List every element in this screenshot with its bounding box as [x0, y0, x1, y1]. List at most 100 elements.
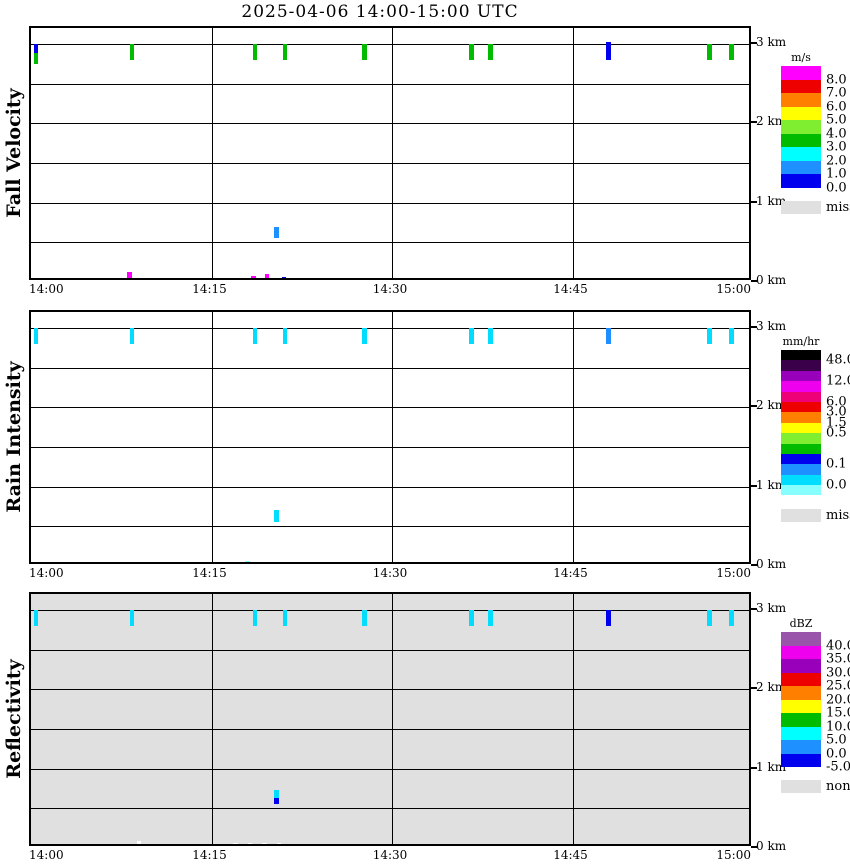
- data-cell: [362, 43, 367, 60]
- colorbar-unit-label: mm/hr: [782, 335, 820, 348]
- colorbar-tick-label: 0.5: [826, 425, 847, 441]
- colorbar-swatch: [781, 713, 821, 727]
- y-tick-mark: [751, 767, 757, 769]
- y-tick-label: 2 km: [756, 398, 787, 413]
- colorbar-swatch: [781, 106, 821, 120]
- y-tick-label: 0 km: [756, 557, 787, 571]
- data-cell: [606, 609, 611, 626]
- colorbar-swatch: [781, 381, 821, 392]
- data-cell: [469, 609, 474, 626]
- plot-background: [31, 312, 749, 562]
- data-cell: [33, 609, 38, 626]
- colorbar-swatch: [781, 464, 821, 475]
- data-cell: [291, 844, 295, 846]
- data-cell: [252, 327, 257, 344]
- colorbar-swatch: [781, 412, 821, 423]
- y-tick-mark: [751, 564, 757, 566]
- data-cell: [469, 43, 474, 60]
- axis-label-reflectivity: Reflectivity: [2, 592, 26, 846]
- gridline-horizontal: [31, 729, 749, 730]
- data-cell: [274, 797, 279, 804]
- x-tick-label: 14:30: [372, 566, 408, 580]
- colorbar-tick-label: 25.0: [826, 678, 850, 694]
- data-cell: [33, 53, 38, 64]
- gridline-horizontal: [31, 328, 749, 329]
- data-cell: [707, 43, 712, 60]
- gridline-vertical: [212, 312, 213, 562]
- colorbar-tick-label: 0.0: [826, 180, 847, 195]
- data-cell: [362, 609, 367, 626]
- data-cell: [729, 609, 734, 626]
- data-cell: [466, 279, 470, 280]
- data-cell: [306, 844, 310, 846]
- data-cell: [33, 327, 38, 344]
- colorbar-swatches: [781, 350, 821, 496]
- data-cell: [274, 563, 278, 564]
- x-tick-label: 14:00: [29, 566, 64, 580]
- axis-label-rain-intensity: Rain Intensity: [2, 310, 26, 564]
- gridline-horizontal: [31, 487, 749, 488]
- colorbar-miss-label: miss: [826, 507, 850, 523]
- y-tick-mark: [751, 121, 757, 123]
- colorbar-swatch: [781, 740, 821, 754]
- colorbar-tick-label: 5.0: [826, 732, 847, 748]
- colorbar-tick-label: 12.0: [826, 373, 850, 389]
- x-tick-label: 14:00: [29, 282, 64, 296]
- x-tick-label: 14:00: [29, 848, 64, 862]
- x-tick-label: 14:45: [553, 282, 588, 296]
- data-cell: [127, 272, 132, 278]
- data-cell: [729, 43, 734, 60]
- colorbar-tick-label: 1.5: [826, 415, 847, 431]
- data-cell: [729, 327, 734, 344]
- colorbar-swatch: [781, 133, 821, 147]
- gridline-horizontal: [31, 44, 749, 45]
- gridline-vertical: [212, 594, 213, 844]
- data-cell: [281, 277, 286, 278]
- data-cell: [260, 562, 264, 564]
- colorbar-tick-label: 4.0: [826, 126, 847, 141]
- colorbar-tick-label: 40.0: [826, 638, 850, 653]
- panel-reflectivity: Reflectivity: [3, 592, 751, 846]
- data-cell: [264, 274, 270, 278]
- x-tick-label: 15:00: [716, 282, 751, 296]
- colorbar-swatch: [781, 350, 821, 361]
- data-cell: [274, 227, 279, 239]
- data-cell: [247, 843, 253, 844]
- colorbar-swatch: [781, 360, 821, 371]
- y-tick-mark: [751, 280, 757, 282]
- gridline-vertical: [392, 594, 393, 844]
- x-tick-label: 14:30: [372, 282, 408, 296]
- plot-area-fall-velocity: [29, 26, 751, 280]
- y-tick-mark: [751, 326, 757, 328]
- colorbar-swatch: [781, 79, 821, 93]
- colorbar-unit-label: m/s: [791, 51, 811, 64]
- data-cell: [488, 327, 493, 344]
- colorbar-swatch: [781, 753, 821, 767]
- data-cell: [488, 43, 493, 60]
- data-cell: [366, 844, 370, 846]
- colorbar-tick-label: 20.0: [826, 692, 850, 707]
- gridline-horizontal: [31, 123, 749, 124]
- colorbar-swatch: [781, 401, 821, 413]
- colorbar-swatch: [781, 433, 821, 444]
- data-cell: [707, 609, 712, 626]
- colorbar-swatch: [781, 422, 821, 434]
- data-cell: [262, 843, 267, 844]
- gridline-horizontal: [31, 163, 749, 164]
- colorbar-swatch: [781, 391, 821, 402]
- gridline-horizontal: [31, 689, 749, 690]
- colorbar-swatches: [781, 66, 821, 188]
- y-tick-mark: [751, 42, 757, 44]
- colorbar-miss-label: none: [826, 779, 850, 794]
- gridline-vertical: [573, 28, 574, 278]
- colorbar-swatch: [781, 66, 821, 80]
- axis-label-text: Rain Intensity: [3, 361, 25, 513]
- gridline-horizontal: [31, 526, 749, 527]
- colorbar-swatch: [781, 485, 821, 496]
- colorbar-reflectivity: dBZ 40.035.030.025.020.015.010.05.00.0-5.…: [778, 617, 850, 794]
- data-cell: [274, 790, 279, 798]
- colorbar-fall-velocity: m/s 8.07.06.05.04.03.02.01.00.0 miss: [778, 51, 850, 215]
- x-tick-label: 14:15: [192, 566, 227, 580]
- colorbar-miss-swatch: [781, 508, 821, 522]
